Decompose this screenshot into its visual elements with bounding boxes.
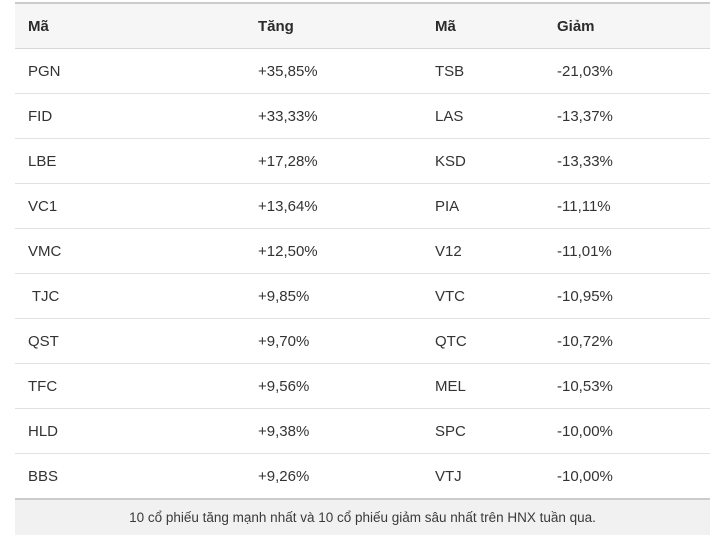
gainer-code-cell: HLD bbox=[15, 408, 245, 454]
gain-value-cell: +9,38% bbox=[245, 408, 422, 454]
loser-code-cell: MEL bbox=[422, 363, 544, 409]
table-row: PGN +35,85% TSB -21,03% bbox=[15, 48, 710, 94]
loser-code-cell: TSB bbox=[422, 48, 544, 94]
table-row: LBE +17,28% KSD -13,33% bbox=[15, 138, 710, 184]
table-row: FID +33,33% LAS -13,37% bbox=[15, 93, 710, 139]
table-caption: 10 cổ phiếu tăng mạnh nhất và 10 cổ phiế… bbox=[15, 498, 710, 535]
gain-value-cell: +9,56% bbox=[245, 363, 422, 409]
table-row: BBS +9,26% VTJ -10,00% bbox=[15, 454, 710, 499]
gainer-code-cell: VC1 bbox=[15, 183, 245, 229]
loser-code-cell: PIA bbox=[422, 183, 544, 229]
loser-code-cell: VTC bbox=[422, 273, 544, 319]
loser-code-cell: QTC bbox=[422, 318, 544, 364]
loss-value-cell: -10,00% bbox=[544, 408, 710, 454]
column-header-gain: Tăng bbox=[245, 3, 422, 49]
loss-value-cell: -11,01% bbox=[544, 228, 710, 274]
gain-value-cell: +9,85% bbox=[245, 273, 422, 319]
gain-value-cell: +13,64% bbox=[245, 183, 422, 229]
gain-value-cell: +9,26% bbox=[258, 467, 310, 485]
loser-code-cell: KSD bbox=[422, 138, 544, 184]
loss-value-cell: -21,03% bbox=[544, 48, 710, 94]
loser-code-cell: LAS bbox=[422, 93, 544, 139]
gainer-code-cell: TJC bbox=[15, 273, 245, 319]
column-header-gainer-code: Mã bbox=[15, 3, 245, 49]
table-row: VMC +12,50% V12 -11,01% bbox=[15, 228, 710, 274]
loss-value-cell: -10,00% bbox=[557, 467, 613, 485]
gainer-code-cell: QST bbox=[15, 318, 245, 364]
loser-code-cell: VTJ bbox=[435, 467, 462, 485]
hnx-gainers-losers-table: Mã Tăng Mã Giảm PGN +35,85% TSB -21,03% FID +… bbox=[15, 2, 710, 498]
gain-value-cell: +35,85% bbox=[245, 48, 422, 94]
gain-value-cell: +33,33% bbox=[245, 93, 422, 139]
gainer-code-cell: TFC bbox=[15, 363, 245, 409]
loss-value-cell: -13,37% bbox=[544, 93, 710, 139]
loss-value-cell: -11,11% bbox=[544, 183, 710, 229]
table-row: VC1 +13,64% PIA -11,11% bbox=[15, 183, 710, 229]
table-header-row: Mã Tăng Mã Giảm bbox=[15, 3, 710, 49]
gain-value-cell: +17,28% bbox=[245, 138, 422, 184]
table-row: TFC +9,56% MEL -10,53% bbox=[15, 363, 710, 409]
gain-value-cell: +12,50% bbox=[245, 228, 422, 274]
gainer-code-cell: PGN bbox=[15, 48, 245, 94]
loser-code-cell: V12 bbox=[422, 228, 544, 274]
column-header-loser-code: Mã bbox=[422, 3, 544, 49]
column-header-loss: Giảm bbox=[544, 3, 710, 49]
loss-value-cell: -10,53% bbox=[544, 363, 710, 409]
loss-value-cell: -10,95% bbox=[544, 273, 710, 319]
table-row: HLD +9,38% SPC -10,00% bbox=[15, 408, 710, 454]
gainer-code-cell: BBS bbox=[28, 467, 59, 485]
loss-value-cell: -13,33% bbox=[544, 138, 710, 184]
gainer-code-cell: LBE bbox=[15, 138, 245, 184]
article-figure: Mã Tăng Mã Giảm PGN +35,85% TSB -21,03% FID +… bbox=[15, 2, 710, 535]
table-row: TJC +9,85% VTC -10,95% bbox=[15, 273, 710, 319]
loss-value-cell: -10,72% bbox=[544, 318, 710, 364]
table-row: QST +9,70% QTC -10,72% bbox=[15, 318, 710, 364]
loser-code-cell: SPC bbox=[422, 408, 544, 454]
gainer-code-cell: FID bbox=[15, 93, 245, 139]
gain-value-cell: +9,70% bbox=[245, 318, 422, 364]
gainer-code-cell: VMC bbox=[15, 228, 245, 274]
